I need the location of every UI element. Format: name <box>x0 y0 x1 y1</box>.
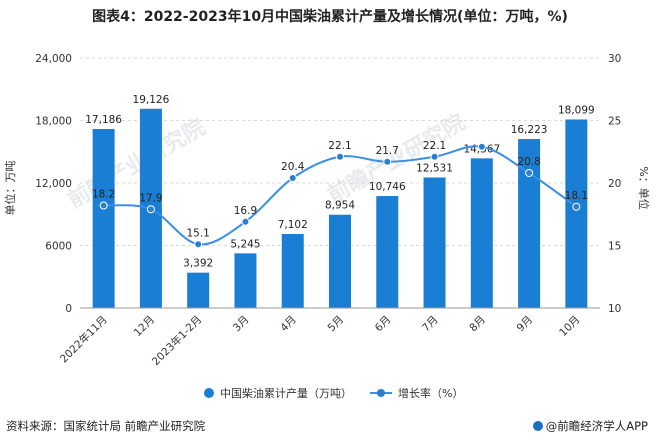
bar <box>423 177 446 308</box>
line-value-label: 16.9 <box>234 205 257 217</box>
y-axis-label: 单位：万吨 <box>3 161 17 216</box>
watermark-text: 前瞻产业研究院 <box>63 114 209 214</box>
bar <box>470 158 493 308</box>
legend-line-label: 增长率（%） <box>398 386 463 400</box>
bar-value-label: 10,746 <box>369 181 406 193</box>
x-tick-label: 5月 <box>325 314 346 335</box>
line-value-label: 20.4 <box>281 161 305 173</box>
y-tick-label: 18,000 <box>35 116 72 128</box>
legend-bar-marker <box>204 388 214 398</box>
line-point <box>430 152 439 161</box>
bar-value-label: 19,126 <box>133 94 170 106</box>
source-note: 资料来源：国家统计局 前瞻产业研究院 <box>6 419 206 433</box>
y2-tick-label: 30 <box>608 53 621 65</box>
bar <box>187 272 210 308</box>
line-point <box>336 152 344 161</box>
line-value-label: 18.1 <box>565 190 588 202</box>
bar-value-label: 5,245 <box>230 238 260 250</box>
x-tick-label: 12月 <box>132 314 157 339</box>
x-tick-label: 8月 <box>467 314 488 335</box>
bar <box>565 119 588 308</box>
y2-tick-label: 20 <box>608 178 621 190</box>
line-point <box>241 217 250 226</box>
y-tick-label: 12,000 <box>35 178 72 190</box>
y2-axis-label: %：单位 <box>637 166 651 209</box>
bar-value-label: 8,954 <box>325 200 355 212</box>
bar-value-label: 12,531 <box>416 162 453 174</box>
line-point <box>288 174 297 182</box>
y-tick-label: 0 <box>65 303 72 315</box>
brand-logo-icon <box>532 421 543 431</box>
right-axis: 10 15 20 25 30 <box>608 53 621 315</box>
y-tick-label: 24,000 <box>35 53 72 65</box>
line-value-label: 21.7 <box>376 145 399 157</box>
line-value-label: 20.8 <box>517 156 540 168</box>
line-point <box>99 201 108 210</box>
line-point <box>477 142 486 151</box>
bar <box>376 196 399 308</box>
bar <box>281 234 304 308</box>
x-tick-label: 2022年11月 <box>57 313 109 365</box>
line-value-label: 22.1 <box>423 140 446 152</box>
line-value-label: 17.9 <box>139 192 162 204</box>
x-tick-label: 4月 <box>278 314 299 335</box>
line-point <box>194 240 203 249</box>
bar <box>234 253 257 308</box>
bar-value-label: 7,102 <box>278 219 308 231</box>
x-tick-label: 7月 <box>420 314 441 335</box>
legend-line-point <box>377 389 385 397</box>
brand-text: @前瞻经济学人APP <box>545 419 648 433</box>
y-tick-label: 6000 <box>45 241 72 253</box>
bar-value-label: 18,099 <box>558 104 595 116</box>
bar <box>329 214 351 308</box>
line-value-label: 22.1 <box>328 140 351 152</box>
y2-tick-label: 25 <box>608 116 621 128</box>
bar-value-label: 3,392 <box>183 258 213 270</box>
x-tick-label: 9月 <box>515 314 536 335</box>
line-point <box>525 169 534 177</box>
legend-bar-label: 中国柴油累计产量（万吨） <box>220 386 352 400</box>
line-value-label: 18.2 <box>92 189 115 201</box>
chart-title: 图表4：2022-2023年10月中国柴油累计产量及增长情况(单位：万吨，%) <box>92 9 568 25</box>
line-point <box>383 157 392 166</box>
brand: @前瞻经济学人APP <box>532 418 648 434</box>
y2-tick-label: 10 <box>608 303 621 315</box>
bar-value-label: 17,186 <box>85 114 122 126</box>
legend: 中国柴油累计产量（万吨） 增长率（%） <box>204 386 463 400</box>
line-series: 18.2 17.9 15.1 16.9 20.4 22.1 21.7 22.1 20.8 18.1 <box>92 140 588 249</box>
bar <box>518 139 541 308</box>
x-tick-label: 10月 <box>557 314 582 339</box>
x-tick-label: 3月 <box>231 314 252 335</box>
watermark-text: 前瞻产业研究院 <box>323 109 469 209</box>
watermarks: 前瞻产业研究院 前瞻产业研究院 <box>63 109 469 214</box>
left-axis: 0 6000 12,000 18,000 24,000 <box>35 53 72 315</box>
line-point <box>572 202 581 211</box>
line-value-label: 15.1 <box>186 227 209 239</box>
line-point <box>146 205 155 214</box>
bar <box>92 128 115 308</box>
y2-tick-label: 15 <box>608 241 621 253</box>
bar-value-label: 16,223 <box>511 124 548 136</box>
x-tick-label: 2023年1-2月 <box>149 313 204 368</box>
x-tick-label: 6月 <box>373 314 394 335</box>
